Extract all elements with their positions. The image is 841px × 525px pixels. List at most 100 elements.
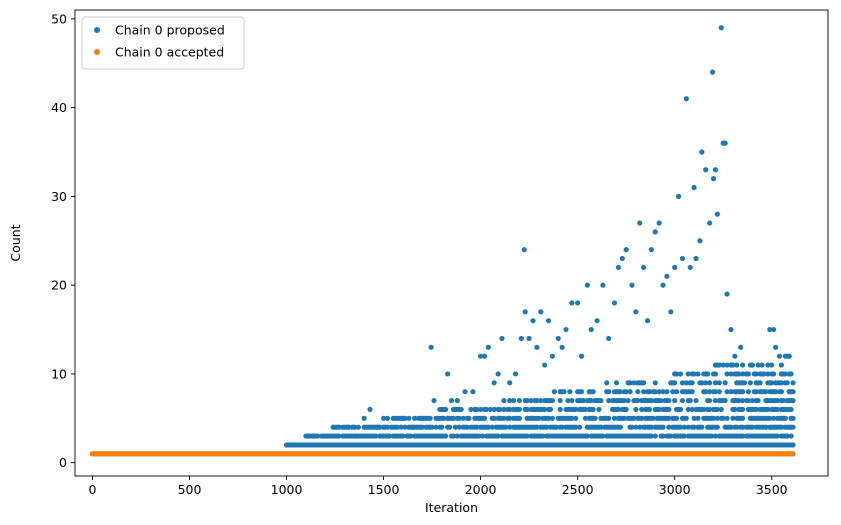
proposed-point (478, 406, 484, 413)
proposed-point (324, 433, 330, 439)
proposed-point (538, 309, 544, 315)
x-tick-label: 500 (178, 482, 202, 497)
proposed-point (730, 415, 736, 421)
proposed-point (474, 424, 480, 430)
proposed-point (732, 353, 738, 359)
proposed-point (584, 282, 590, 288)
proposed-point (553, 424, 559, 430)
proposed-point (788, 389, 794, 395)
proposed-point (400, 433, 406, 439)
proposed-point (412, 415, 418, 421)
y-tick-label: 40 (51, 100, 67, 115)
proposed-point (629, 282, 635, 288)
proposed-point (790, 442, 796, 448)
proposed-point (511, 397, 517, 404)
proposed-point (530, 318, 536, 324)
proposed-point (320, 433, 327, 439)
proposed-point (695, 371, 701, 377)
proposed-point (439, 424, 445, 430)
x-tick-label: 2000 (465, 482, 497, 497)
proposed-point (419, 424, 425, 430)
proposed-point (790, 380, 796, 386)
proposed-point (507, 380, 513, 386)
y-tick-label: 30 (51, 189, 67, 204)
proposed-point (714, 424, 720, 430)
proposed-point (683, 415, 689, 421)
proposed-point (769, 380, 775, 386)
proposed-point (336, 424, 342, 430)
proposed-point (722, 380, 728, 386)
proposed-point (716, 389, 722, 395)
proposed-point (559, 424, 565, 430)
legend-box (81, 16, 245, 70)
proposed-point (724, 371, 730, 377)
proposed-point (481, 415, 488, 421)
proposed-point (714, 406, 720, 413)
proposed-point (736, 371, 742, 377)
proposed-point (677, 424, 684, 430)
proposed-point (648, 424, 654, 430)
proposed-point (641, 264, 647, 271)
x-tick-label: 0 (88, 482, 96, 497)
proposed-point (695, 415, 701, 421)
proposed-point (512, 371, 519, 377)
proposed-point (728, 389, 734, 395)
proposed-point (545, 318, 552, 324)
proposed-point (639, 415, 645, 421)
proposed-point (677, 406, 684, 413)
proposed-point (790, 397, 796, 404)
proposed-point (526, 335, 532, 342)
proposed-point (790, 424, 796, 430)
proposed-point (427, 415, 433, 421)
x-tick-label: 3000 (659, 482, 691, 497)
proposed-point (712, 371, 719, 377)
proposed-point (617, 424, 623, 430)
proposed-point (769, 362, 775, 368)
proposed-point (757, 380, 763, 386)
proposed-point (361, 415, 367, 421)
proposed-point (685, 371, 691, 377)
proposed-point (336, 433, 342, 439)
proposed-point (674, 371, 680, 377)
y-tick-label: 50 (51, 11, 67, 26)
proposed-point (710, 415, 717, 421)
legend-label-accepted: Chain 0 accepted (115, 45, 224, 60)
proposed-point (495, 371, 501, 377)
proposed-point (656, 389, 662, 395)
proposed-point (728, 371, 734, 377)
proposed-point (773, 389, 779, 395)
proposed-point (402, 424, 408, 430)
proposed-point (707, 220, 713, 226)
proposed-point (740, 389, 746, 395)
proposed-point (619, 255, 625, 262)
proposed-point (524, 433, 530, 439)
proposed-point (563, 326, 569, 333)
proposed-point (501, 415, 507, 421)
proposed-point (658, 397, 664, 404)
proposed-point (627, 389, 633, 395)
proposed-point (456, 415, 462, 421)
proposed-point (633, 424, 639, 430)
proposed-point (507, 415, 513, 421)
proposed-point (778, 424, 785, 430)
proposed-point (557, 406, 563, 413)
proposed-point (668, 309, 674, 315)
proposed-point (355, 424, 361, 430)
proposed-point (681, 433, 687, 439)
proposed-point (428, 344, 434, 350)
proposed-point (491, 380, 497, 386)
proposed-point (543, 424, 550, 430)
proposed-point (782, 371, 788, 377)
proposed-point (491, 406, 497, 413)
proposed-point (784, 433, 790, 439)
proposed-point (569, 415, 575, 421)
proposed-point (633, 309, 639, 315)
proposed-point (765, 371, 771, 377)
axes: 0 500 1000 1500 2000 2500 3000 3500 0 10 20 30 40 50 (51, 11, 788, 497)
proposed-point (747, 380, 753, 386)
proposed-point (443, 406, 449, 413)
proposed-point (720, 362, 726, 368)
proposed-point (606, 415, 612, 421)
legend-marker-accepted (94, 49, 100, 55)
proposed-point (712, 380, 719, 386)
